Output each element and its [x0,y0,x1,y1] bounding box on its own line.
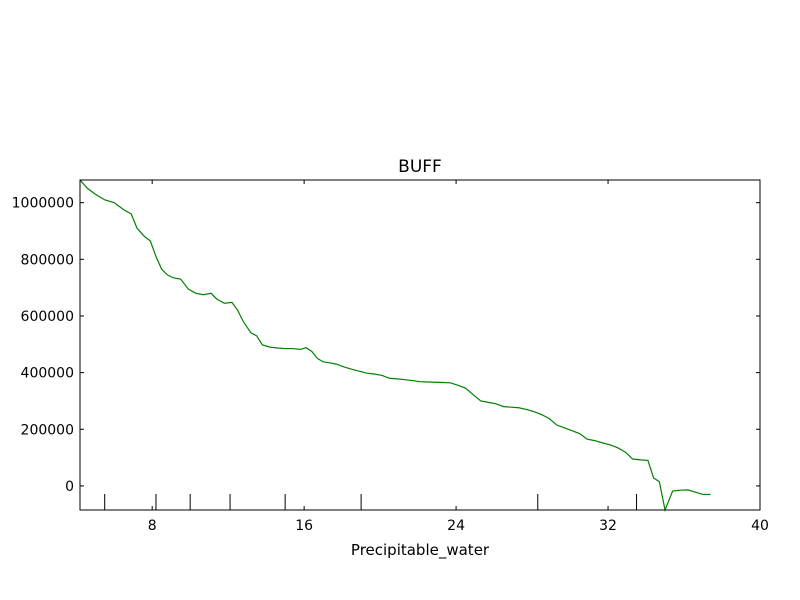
chart-title: BUFF [398,157,442,177]
plot-frame [79,179,761,511]
y-tick-label: 800000 [21,252,74,268]
x-tick-label: 8 [148,518,157,534]
x-tick-label: 40 [751,518,769,534]
y-tick-label: 400000 [21,366,74,382]
y-tick-label: 0 [65,479,74,495]
x-tick-label: 32 [599,518,617,534]
x-tick-label: 24 [447,518,465,534]
plot-area [79,179,711,513]
y-tick-label: 200000 [21,422,74,438]
series-line-0 [79,179,711,513]
x-axis-label: Precipitable_water [351,541,490,560]
x-tick-label: 16 [295,518,313,534]
x-axis: 8 16 24 32 40 [104,180,769,534]
y-tick-label: 1000000 [12,196,74,212]
y-tick-label: 600000 [21,309,74,325]
y-axis: 0 200000 400000 600000 800000 1000000 [12,196,760,495]
